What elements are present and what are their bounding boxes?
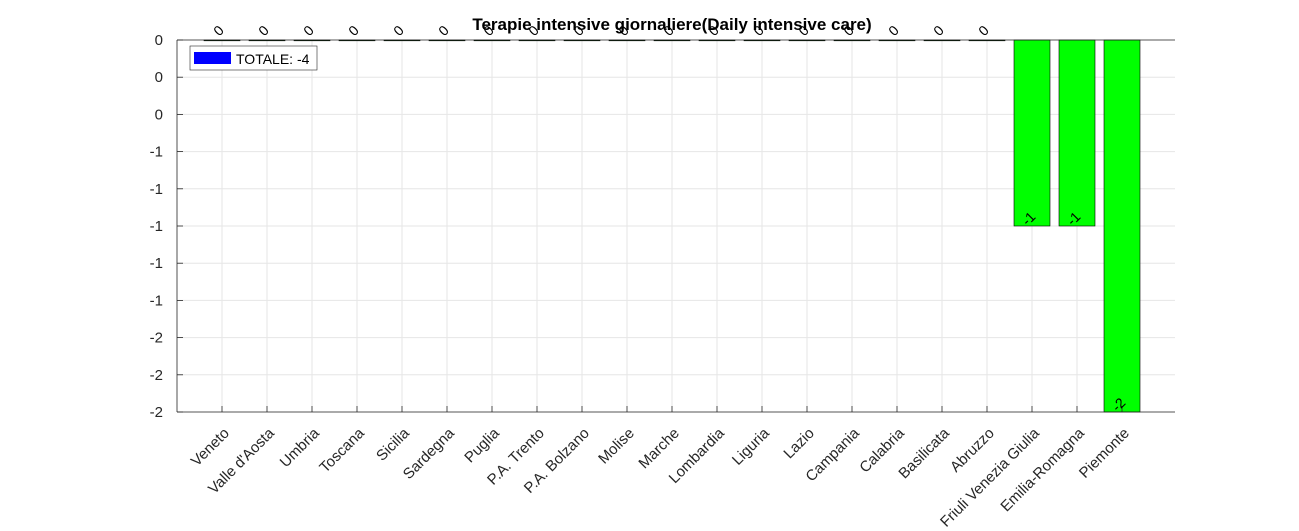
y-tick-label: 0: [155, 69, 163, 86]
data-label: 0: [210, 22, 227, 39]
x-tick-label: Emilia-Romagna: [997, 424, 1088, 515]
x-tick-label: Molise: [595, 425, 638, 468]
legend-swatch: [194, 52, 231, 64]
data-label: 0: [930, 22, 947, 39]
legend: TOTALE: -4: [189, 45, 318, 71]
x-tick-label: Puglia: [461, 424, 503, 466]
bar: [1013, 39, 1051, 227]
y-tick-label: -1: [150, 218, 163, 235]
data-label: 0: [345, 22, 362, 39]
axes: [176, 39, 1175, 413]
bar: [1058, 39, 1096, 227]
bar: [1103, 39, 1141, 413]
x-tick-label: Basilicata: [895, 424, 953, 482]
x-tick-label: Liguria: [729, 424, 773, 468]
y-tick-label: 0: [155, 106, 163, 123]
x-tick-label: Piemonte: [1076, 425, 1133, 482]
data-label: 0: [300, 22, 317, 39]
y-tick-label: 0: [155, 32, 163, 49]
x-tick-label: Toscana: [316, 424, 368, 476]
x-tick-label: Veneto: [188, 425, 233, 470]
x-tick-label: Lazio: [780, 425, 817, 462]
y-tick-label: -2: [150, 330, 163, 347]
x-tick-label: Sicilia: [373, 424, 413, 464]
data-label: 0: [975, 22, 992, 39]
data-label: 0: [885, 22, 902, 39]
y-tick-label: -1: [150, 292, 163, 309]
y-tick-labels: 0 0 0 -1 -1 -1 -1 -1 -2 -2 -2: [150, 32, 163, 421]
y-tick-label: -1: [150, 144, 163, 161]
y-tick-label: -2: [150, 367, 163, 384]
y-tick-label: -1: [150, 255, 163, 272]
chart-title: Terapie intensive giornaliere(Daily inte…: [472, 15, 871, 34]
data-label: 0: [255, 22, 272, 39]
y-tick-label: -2: [150, 404, 163, 421]
legend-label: TOTALE: -4: [236, 51, 310, 67]
data-label: 0: [435, 22, 452, 39]
value-labels: 0 0 0 0 0 0 0 0 0 0 0 0 0 0 0 0 0 0-1 -1-2: [210, 22, 1129, 415]
data-label: 0: [390, 22, 407, 39]
y-tick-label: -1: [150, 181, 163, 198]
